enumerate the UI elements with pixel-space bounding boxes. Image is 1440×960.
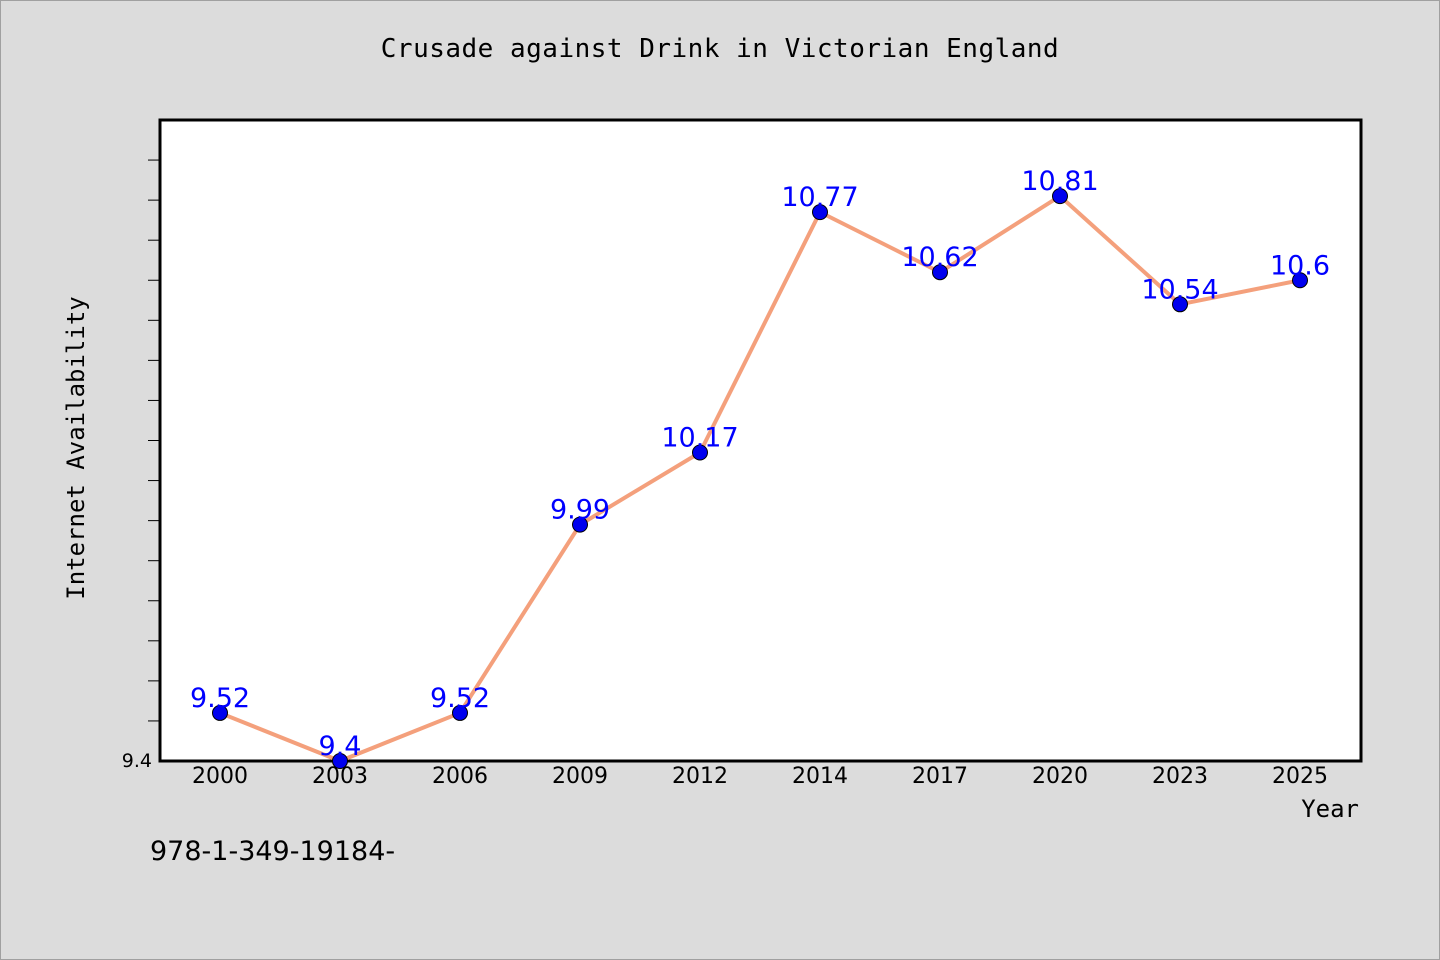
data-label: 10.81 xyxy=(1021,166,1098,197)
data-point xyxy=(692,444,708,461)
data-point xyxy=(452,704,468,721)
x-tick-label: 2025 xyxy=(1272,764,1328,789)
y-tick-label: 9.4 xyxy=(122,750,152,772)
data-label: 10.77 xyxy=(781,182,858,213)
data-label: 9.4 xyxy=(319,731,362,762)
data-label: 10.54 xyxy=(1141,274,1218,305)
data-label: 10.6 xyxy=(1270,250,1330,281)
data-point xyxy=(1052,188,1068,205)
data-labels: 9.52 9.4 9.52 9.99 10.17 10.77 10.62 10.81 10.54… xyxy=(190,166,1330,762)
data-label: 9.52 xyxy=(190,683,250,714)
data-point xyxy=(332,753,348,769)
x-tick-label: 2000 xyxy=(192,764,248,789)
x-tick-label: 2020 xyxy=(1032,764,1088,789)
data-point xyxy=(932,264,948,281)
chart-title: Crusade against Drink in Victorian Engla… xyxy=(380,34,1060,64)
series-line xyxy=(218,194,1302,763)
x-tick-label: 2017 xyxy=(912,764,968,789)
x-tick-label: 2012 xyxy=(672,764,728,789)
footer-code: 978-1-349-19184- xyxy=(150,836,396,867)
y-axis-ticks xyxy=(148,159,160,722)
x-tick-label: 2006 xyxy=(432,764,488,789)
data-label: 10.17 xyxy=(661,423,738,454)
data-label: 9.99 xyxy=(550,495,610,526)
data-point xyxy=(212,704,228,721)
data-point xyxy=(1172,296,1188,313)
x-tick-label: 2023 xyxy=(1152,764,1208,789)
x-axis-tick-labels: 2000 2003 2006 2009 2012 2014 2017 2020 2023 2025 xyxy=(192,764,1328,789)
data-point xyxy=(812,204,828,221)
x-tick-label: 2014 xyxy=(792,764,848,789)
data-label: 9.52 xyxy=(430,683,490,714)
data-label: 10.62 xyxy=(901,242,978,273)
data-markers xyxy=(212,188,1308,769)
y-axis-label: Internet Availability xyxy=(62,296,90,599)
data-point xyxy=(572,516,588,533)
data-point xyxy=(1292,272,1308,289)
plot-area xyxy=(158,118,1363,763)
x-tick-label: 2009 xyxy=(552,764,608,789)
x-axis-label: Year xyxy=(1301,795,1359,823)
